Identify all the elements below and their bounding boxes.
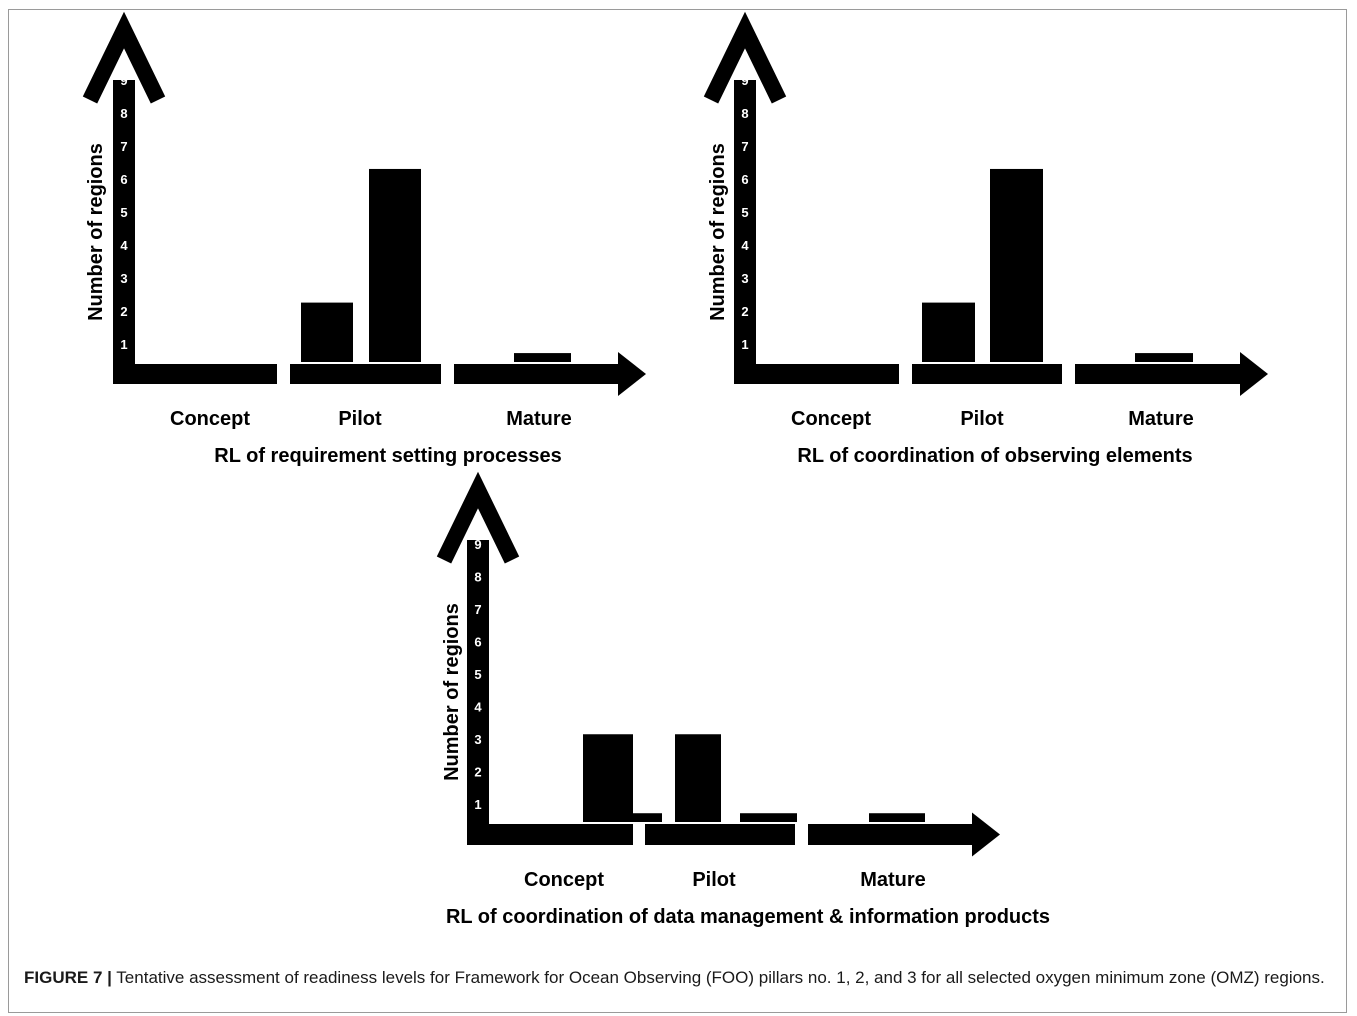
- x-axis-label: RL of coordination of data management & …: [446, 906, 1050, 928]
- x-axis-arrowhead: [1240, 352, 1268, 396]
- category-label-concept: Concept: [170, 408, 250, 430]
- x-axis-segment-1: [113, 364, 277, 384]
- category-label-pilot: Pilot: [338, 408, 382, 430]
- y-tick-label-3: 3: [741, 271, 748, 286]
- y-tick-label-3: 3: [474, 732, 481, 747]
- y-tick-label-2: 2: [120, 304, 127, 319]
- bar-pilot-1: [301, 302, 353, 362]
- category-label-mature: Mature: [860, 869, 926, 891]
- bar-mature-1: [869, 813, 925, 822]
- y-tick-label-5: 5: [741, 205, 748, 220]
- x-axis-segment-1: [735, 364, 899, 384]
- x-axis-segment-3: [1075, 364, 1242, 384]
- bar-concept-1: [583, 734, 633, 822]
- x-axis-arrowhead: [618, 352, 646, 396]
- bar-pilot-2: [740, 813, 797, 822]
- category-label-concept: Concept: [524, 869, 604, 891]
- y-tick-label-1: 1: [120, 337, 127, 352]
- y-tick-label-6: 6: [474, 635, 481, 650]
- y-tick-label-9: 9: [474, 537, 481, 552]
- x-axis-label: RL of coordination of observing elements: [797, 445, 1192, 467]
- y-tick-label-5: 5: [474, 667, 481, 682]
- caption-label: FIGURE 7 |: [24, 968, 112, 987]
- x-axis-arrowhead: [972, 812, 1000, 857]
- x-axis-segment-2: [290, 364, 441, 384]
- y-axis-label: Number of regions: [441, 603, 463, 781]
- y-tick-label-6: 6: [120, 172, 127, 187]
- y-tick-label-7: 7: [741, 139, 748, 154]
- y-tick-label-4: 4: [474, 700, 482, 715]
- y-tick-label-8: 8: [120, 106, 127, 121]
- y-axis-stem: [734, 80, 756, 384]
- x-axis-label: RL of requirement setting processes: [214, 445, 562, 467]
- y-tick-label-5: 5: [120, 205, 127, 220]
- y-tick-label-8: 8: [474, 570, 481, 585]
- y-tick-label-2: 2: [741, 304, 748, 319]
- y-tick-label-8: 8: [741, 106, 748, 121]
- y-tick-label-7: 7: [120, 139, 127, 154]
- category-label-concept: Concept: [791, 408, 871, 430]
- y-tick-label-1: 1: [741, 337, 748, 352]
- y-axis-arrowhead: [82, 11, 166, 104]
- y-tick-label-4: 4: [741, 238, 749, 253]
- y-tick-label-6: 6: [741, 172, 748, 187]
- y-axis-arrowhead: [703, 11, 787, 104]
- y-tick-label-9: 9: [741, 73, 748, 88]
- category-label-mature: Mature: [1128, 408, 1194, 430]
- y-tick-label-9: 9: [120, 73, 127, 88]
- figure-caption: FIGURE 7 | Tentative assessment of readi…: [24, 966, 1334, 990]
- chart-panel-3: 1 2 3 4 5 6 7 8 9 Number of regions Concept Pilot Ma…: [436, 471, 1050, 928]
- y-tick-label-1: 1: [474, 797, 481, 812]
- figure-canvas: 1 2 3 4 5 6 7 8 9 Number of regions Concept Pilot Ma…: [82, 11, 1268, 928]
- category-label-pilot: Pilot: [960, 408, 1004, 430]
- category-label-mature: Mature: [506, 408, 572, 430]
- bar-pilot-1: [675, 734, 721, 822]
- y-tick-label-4: 4: [120, 238, 128, 253]
- y-axis-label: Number of regions: [85, 143, 107, 321]
- category-label-pilot: Pilot: [692, 869, 736, 891]
- bar-pilot-2: [369, 168, 421, 362]
- y-axis-stem: [113, 80, 135, 384]
- y-axis-stem: [467, 540, 489, 845]
- x-axis-segment-2: [645, 824, 795, 845]
- y-axis-arrowhead: [436, 471, 520, 564]
- chart-panel-2: 1 2 3 4 5 6 7 8 9 Number of regions Concept Pilot Ma…: [703, 11, 1268, 467]
- y-tick-label-2: 2: [474, 765, 481, 780]
- bar-concept-2: [605, 813, 662, 822]
- x-axis-segment-3: [808, 824, 975, 845]
- x-axis-segment-1: [467, 824, 633, 845]
- bar-mature-1: [514, 353, 571, 362]
- bar-mature-1: [1135, 353, 1193, 362]
- y-tick-label-3: 3: [120, 271, 127, 286]
- chart-panel-1: 1 2 3 4 5 6 7 8 9 Number of regions Concept Pilot Ma…: [82, 11, 646, 467]
- y-tick-label-7: 7: [474, 602, 481, 617]
- y-axis-label: Number of regions: [707, 143, 729, 321]
- x-axis-segment-3: [454, 364, 620, 384]
- figure-frame: [8, 9, 1347, 1013]
- x-axis-segment-2: [912, 364, 1062, 384]
- caption-text: Tentative assessment of readiness levels…: [111, 968, 1325, 987]
- bar-pilot-2: [990, 168, 1043, 362]
- bar-pilot-1: [922, 302, 975, 362]
